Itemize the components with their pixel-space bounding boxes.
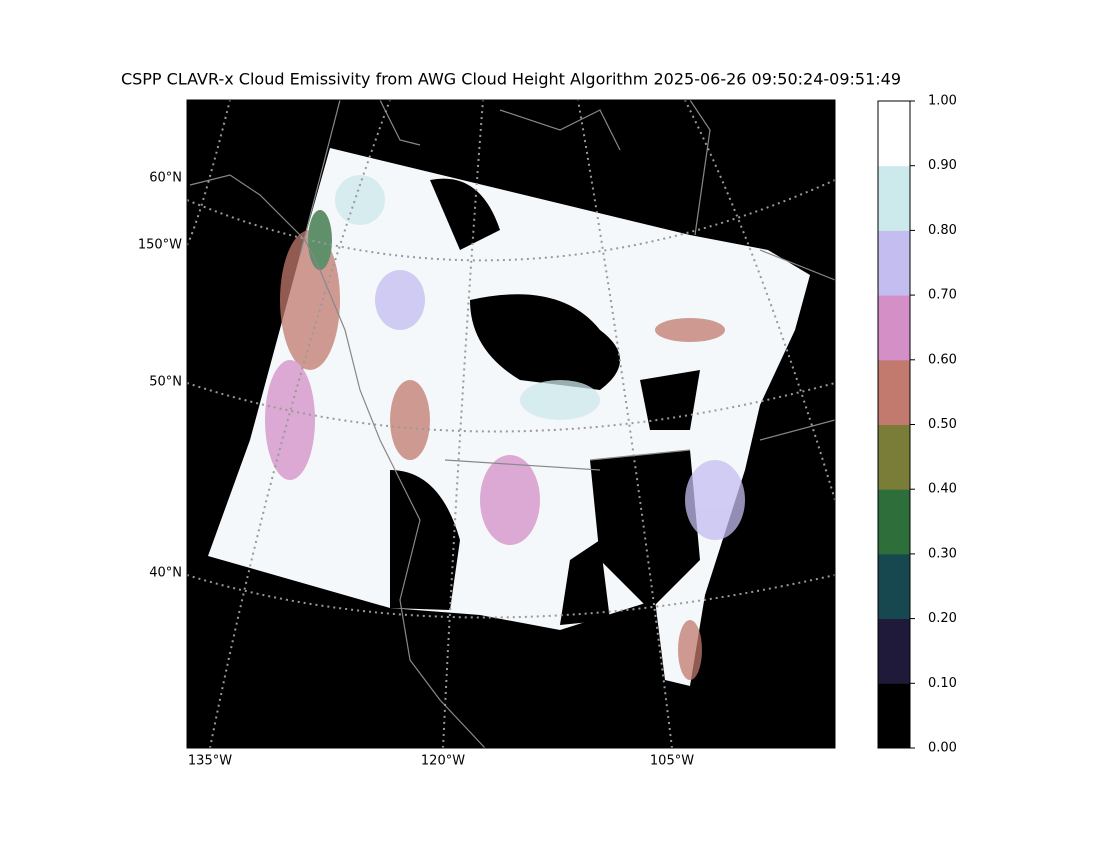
map <box>186 99 836 749</box>
colorbar-tick-label: 0.50 <box>928 417 957 432</box>
lon-label: 135°W <box>188 754 232 769</box>
colorbar-tick-label: 1.00 <box>928 94 957 109</box>
colorbar-tick-label: 0.10 <box>928 676 957 691</box>
colorbar-segment <box>878 359 910 425</box>
title: CSPP CLAVR-x Cloud Emissivity from AWG C… <box>121 70 901 89</box>
colorbar-tick-label: 0.90 <box>928 158 957 173</box>
lon-label: 120°W <box>421 754 465 769</box>
coastline <box>189 174 486 748</box>
colorbar-segment <box>878 553 910 620</box>
colorbar-segment <box>878 424 910 490</box>
clear-areas <box>390 178 700 625</box>
colorbar-tick-label: 0.80 <box>928 223 957 238</box>
colorbar-segment <box>878 489 910 555</box>
cloud-colors <box>265 175 745 680</box>
border <box>299 100 601 471</box>
colorbar-segment <box>878 683 910 749</box>
colorbar-tick-label: 0.40 <box>928 482 957 497</box>
lat-label: 40°N <box>149 566 182 581</box>
colorbar-segment <box>878 230 910 296</box>
map-frame <box>186 99 836 749</box>
colorbar: 0.00 0.10 0.20 0.30 0.40 0.50 0.60 0.70 0.80 0.90… <box>877 94 957 756</box>
lat-label: 50°N <box>149 375 182 390</box>
colorbar-tick-label: 0.20 <box>928 611 957 626</box>
colorbar-tick-label: 0.60 <box>928 352 957 367</box>
colorbar-segment <box>878 618 910 684</box>
colorbar-tick-label: 0.70 <box>928 288 957 303</box>
colorbar-tick-label: 0.30 <box>928 546 957 561</box>
graticule <box>187 100 835 748</box>
colorbar-tick-label: 0.00 <box>928 741 957 756</box>
lon-label: 105°W <box>650 754 694 769</box>
colorbar-segment <box>878 101 910 167</box>
lat-label: 60°N <box>149 171 182 186</box>
coastline <box>379 100 835 461</box>
colorbar-segment <box>878 295 910 361</box>
lat-label: 150°W <box>138 238 182 253</box>
colorbar-segment <box>878 165 910 231</box>
